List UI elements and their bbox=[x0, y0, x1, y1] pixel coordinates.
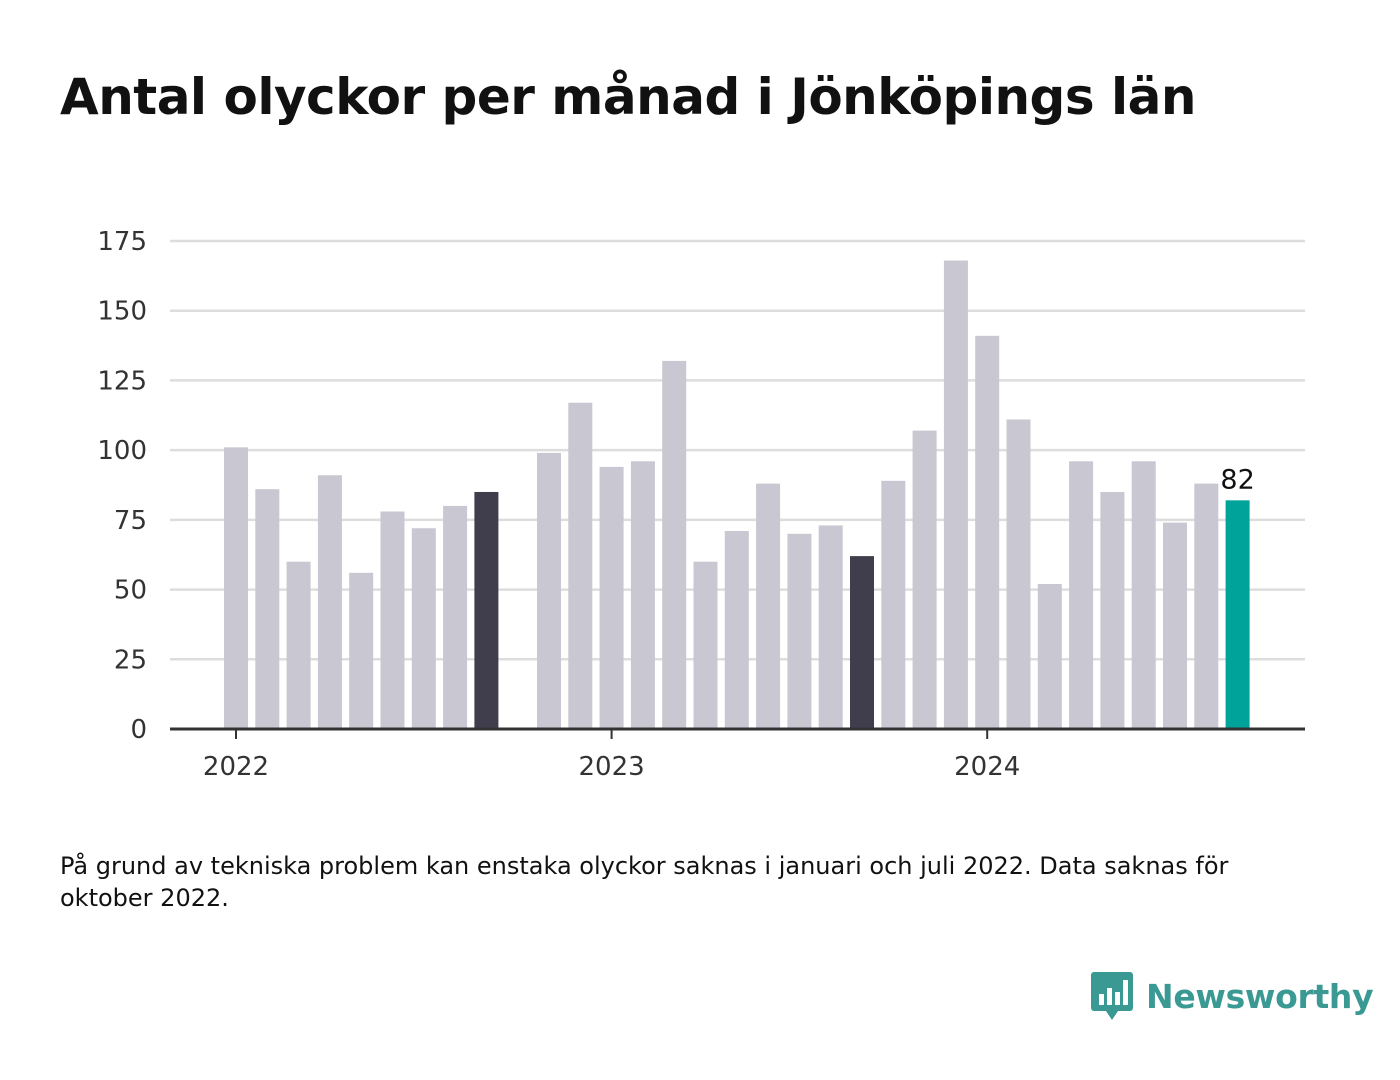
y-tick-label: 0 bbox=[130, 715, 147, 745]
bar bbox=[317, 475, 342, 729]
bar bbox=[255, 489, 280, 729]
bar bbox=[474, 491, 499, 729]
bar bbox=[912, 430, 937, 729]
x-tick-label: 2024 bbox=[954, 752, 1020, 782]
bar bbox=[443, 505, 468, 729]
bar bbox=[787, 533, 812, 729]
y-tick-label: 175 bbox=[97, 227, 147, 257]
bar bbox=[881, 480, 906, 729]
bar bbox=[411, 528, 436, 729]
bar bbox=[599, 466, 624, 729]
bar-chart: 82 0 25 50 75 100 125 150 175 2022 2023 2024 bbox=[97, 227, 1305, 782]
bar bbox=[818, 525, 843, 729]
brand-logo[interactable]: Newsworthy bbox=[1090, 968, 1374, 1024]
y-tick-label: 125 bbox=[97, 366, 147, 396]
bar bbox=[662, 360, 687, 729]
bar bbox=[349, 572, 374, 729]
bar bbox=[850, 556, 874, 729]
bar bbox=[1069, 461, 1094, 729]
footnote: På grund av tekniska problem kan enstaka… bbox=[60, 852, 1229, 912]
bar bbox=[975, 335, 1000, 729]
bar bbox=[943, 260, 968, 729]
x-tick-label: 2023 bbox=[579, 752, 645, 782]
brand-name: Newsworthy bbox=[1146, 976, 1374, 1016]
bar bbox=[380, 511, 405, 729]
x-tick-label: 2022 bbox=[203, 752, 269, 782]
bar bbox=[1131, 461, 1156, 729]
bar bbox=[1100, 491, 1125, 729]
bar bbox=[630, 461, 655, 729]
bar bbox=[568, 402, 593, 729]
y-tick-label: 25 bbox=[114, 645, 147, 675]
data-label: 82 bbox=[1220, 464, 1254, 495]
y-tick-label: 150 bbox=[97, 297, 147, 327]
y-tick-label: 50 bbox=[114, 576, 147, 606]
chart-title: Antal olyckor per månad i Jönköpings län bbox=[60, 68, 1196, 126]
axes: 0 25 50 75 100 125 150 175 2022 2023 2024 bbox=[97, 227, 1305, 782]
newsworthy-logo-icon bbox=[1091, 972, 1133, 1020]
bar bbox=[1194, 483, 1219, 729]
bar bbox=[756, 483, 781, 729]
y-tick-label: 75 bbox=[114, 506, 147, 536]
bar bbox=[224, 447, 248, 729]
bar bbox=[1163, 522, 1187, 729]
bar bbox=[1037, 583, 1062, 729]
bars: 82 bbox=[224, 260, 1255, 729]
bar bbox=[693, 561, 718, 729]
y-tick-label: 100 bbox=[97, 436, 147, 466]
bar bbox=[1006, 419, 1031, 729]
bar bbox=[537, 452, 561, 729]
bar bbox=[724, 531, 749, 729]
bar bbox=[286, 561, 311, 729]
bar bbox=[1225, 500, 1250, 729]
